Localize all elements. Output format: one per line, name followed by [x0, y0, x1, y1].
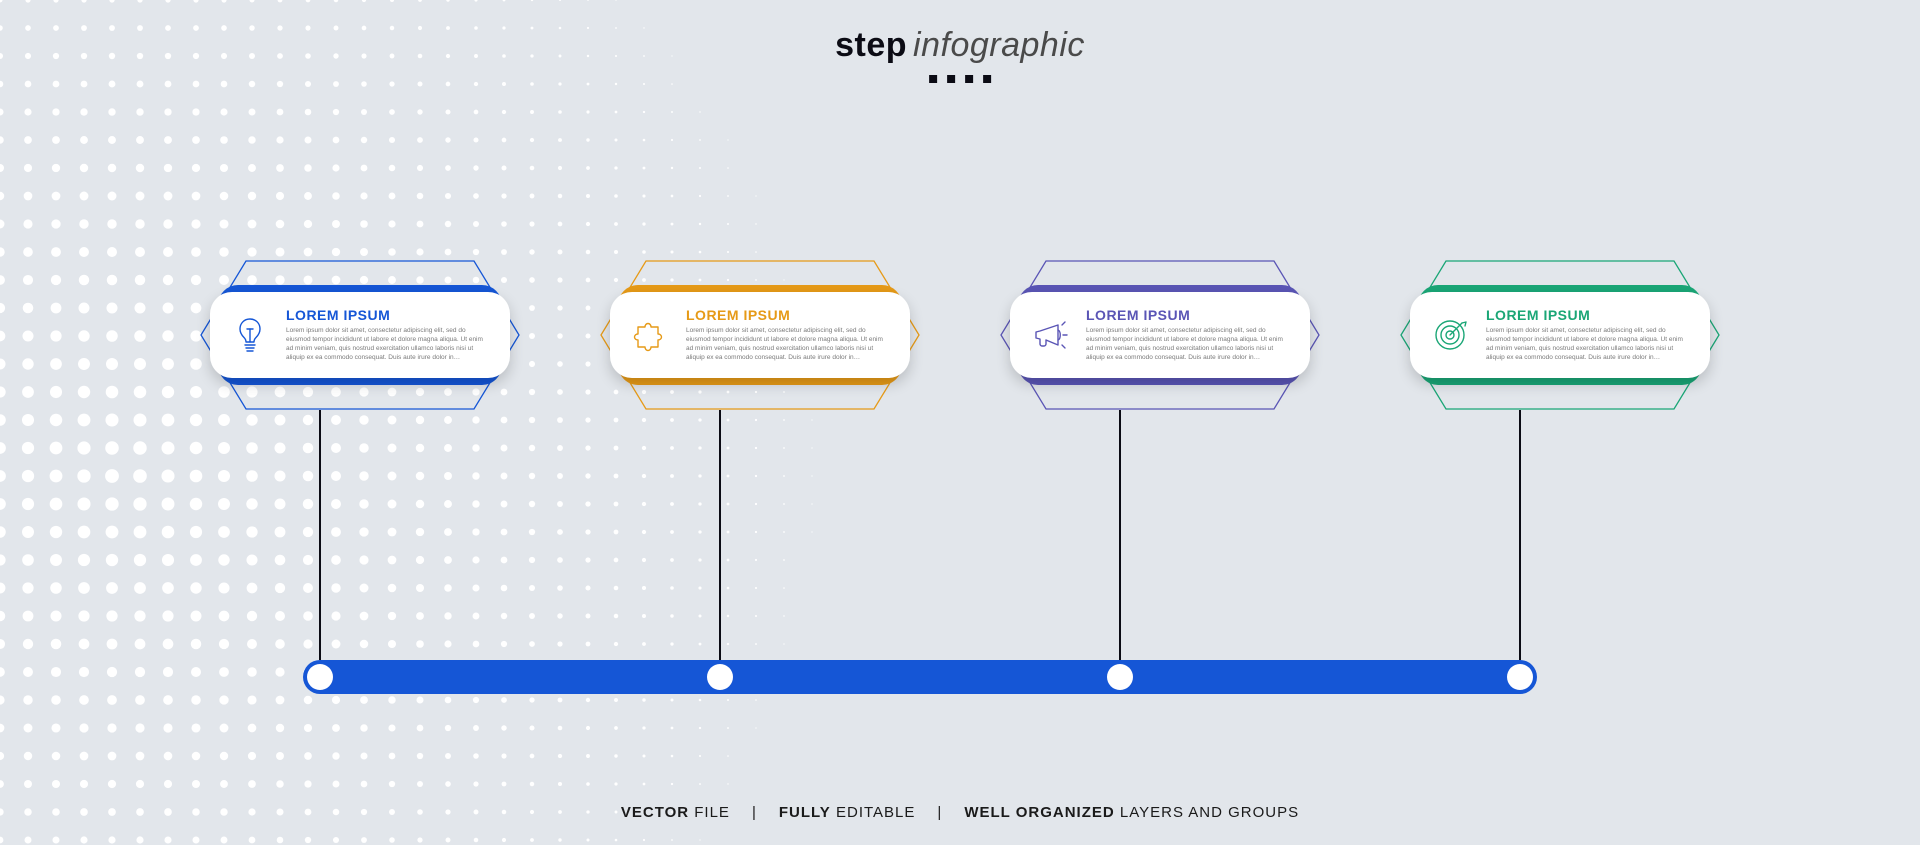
steps-row: LOREM IPSUM Lorem ipsum dolor sit amet, c…	[0, 260, 1920, 410]
step-title: LOREM IPSUM	[286, 307, 488, 323]
step-connector	[719, 410, 721, 660]
step-connector	[319, 410, 321, 660]
main-title: stepinfographic	[835, 26, 1085, 83]
step-connector	[1519, 410, 1521, 660]
step-title: LOREM IPSUM	[686, 307, 888, 323]
footer-part-light: FILE	[689, 804, 730, 821]
lightbulb-icon	[228, 313, 272, 357]
step-content: LOREM IPSUM Lorem ipsum dolor sit amet, c…	[610, 292, 910, 378]
halftone-background	[0, 0, 1920, 845]
step-card-4: LOREM IPSUM Lorem ipsum dolor sit amet, c…	[1400, 260, 1720, 410]
title-decor-squares	[835, 75, 1085, 83]
puzzle-icon	[628, 313, 672, 357]
footer-part-light: LAYERS AND GROUPS	[1115, 804, 1299, 821]
timeline-node	[707, 664, 733, 690]
step-title: LOREM IPSUM	[1086, 307, 1288, 323]
title-bold: step	[835, 26, 907, 64]
step-title: LOREM IPSUM	[1486, 307, 1688, 323]
step-content: LOREM IPSUM Lorem ipsum dolor sit amet, c…	[210, 292, 510, 378]
step-body: Lorem ipsum dolor sit amet, consectetur …	[286, 327, 488, 362]
timeline-node	[307, 664, 333, 690]
footer-part-light: EDITABLE	[831, 804, 916, 821]
title-light: infographic	[913, 26, 1085, 64]
step-card-3: LOREM IPSUM Lorem ipsum dolor sit amet, c…	[1000, 260, 1320, 410]
step-card-2: LOREM IPSUM Lorem ipsum dolor sit amet, c…	[600, 260, 920, 410]
footer-part-bold: WELL ORGANIZED	[964, 804, 1114, 821]
footer-separator: |	[752, 804, 757, 821]
footer-separator: |	[937, 804, 942, 821]
step-text: LOREM IPSUM Lorem ipsum dolor sit amet, c…	[1486, 307, 1688, 362]
step-body: Lorem ipsum dolor sit amet, consectetur …	[1086, 327, 1288, 362]
step-connector	[1119, 410, 1121, 660]
timeline-node	[1107, 664, 1133, 690]
footer-part-bold: VECTOR	[621, 804, 689, 821]
timeline-node	[1507, 664, 1533, 690]
step-card-1: LOREM IPSUM Lorem ipsum dolor sit amet, c…	[200, 260, 520, 410]
infographic-canvas: stepinfographic LOREM IPSUM Lorem ipsum d…	[0, 0, 1920, 845]
footer-part-bold: FULLY	[779, 804, 831, 821]
target-icon	[1428, 313, 1472, 357]
step-text: LOREM IPSUM Lorem ipsum dolor sit amet, c…	[1086, 307, 1288, 362]
footer-text: VECTOR FILE | FULLY EDITABLE | WELL ORGANIZE…	[621, 804, 1299, 821]
step-body: Lorem ipsum dolor sit amet, consectetur …	[1486, 327, 1688, 362]
step-text: LOREM IPSUM Lorem ipsum dolor sit amet, c…	[686, 307, 888, 362]
step-content: LOREM IPSUM Lorem ipsum dolor sit amet, c…	[1410, 292, 1710, 378]
step-content: LOREM IPSUM Lorem ipsum dolor sit amet, c…	[1010, 292, 1310, 378]
step-text: LOREM IPSUM Lorem ipsum dolor sit amet, c…	[286, 307, 488, 362]
step-body: Lorem ipsum dolor sit amet, consectetur …	[686, 327, 888, 362]
megaphone-icon	[1028, 313, 1072, 357]
timeline-bar	[303, 660, 1537, 694]
